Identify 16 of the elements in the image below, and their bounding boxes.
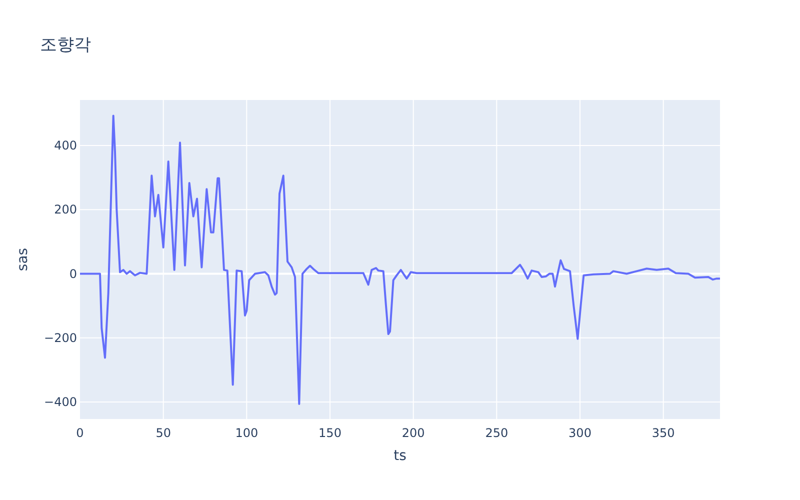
y-tick-label: −200 xyxy=(44,330,77,345)
x-tick-label: 150 xyxy=(318,426,342,440)
y-tick-label: 400 xyxy=(54,138,77,153)
line-series xyxy=(79,114,721,405)
y-axis-title: sas xyxy=(15,248,31,272)
x-tick-label: 100 xyxy=(235,426,258,440)
x-tick-label: 50 xyxy=(156,426,171,440)
y-tick-label: 0 xyxy=(69,266,77,281)
chart-title: 조향각 xyxy=(40,35,91,55)
y-tick-label: 200 xyxy=(54,202,77,217)
x-tick-label: 250 xyxy=(485,426,508,440)
y-tick-label: −400 xyxy=(44,395,77,410)
x-tick-label: 200 xyxy=(402,426,425,440)
x-axis-title: ts xyxy=(394,448,406,464)
x-tick-label: 300 xyxy=(568,426,592,440)
x-tick-label: 350 xyxy=(652,426,675,440)
